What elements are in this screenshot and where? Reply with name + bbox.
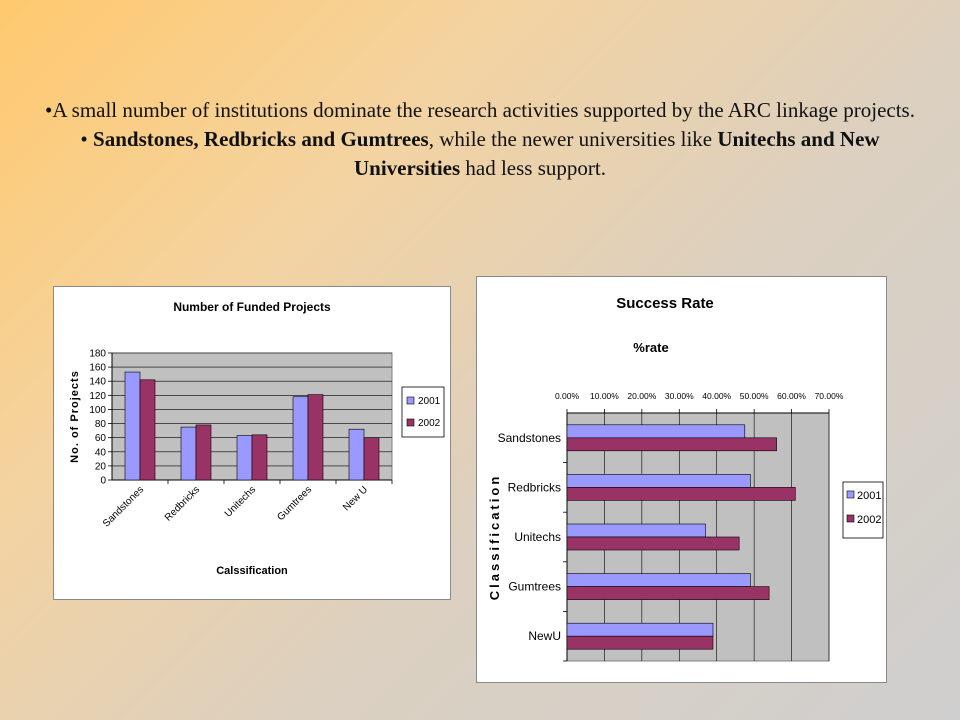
chart2-x-tick-label: 40.00% xyxy=(702,391,731,401)
chart1-bar-2002-newu xyxy=(363,437,380,481)
chart2-bar-2002-unitechs xyxy=(566,536,740,551)
chart2-legend-label-2002: 2002 xyxy=(857,514,881,526)
chart2-x-tick-label: 50.00% xyxy=(740,391,769,401)
chart2-y-tick-label: Redbricks xyxy=(508,480,561,494)
chart2-bar-2002-newu xyxy=(566,635,714,650)
chart1-bar-2001-gumtrees xyxy=(292,396,309,481)
chart2-x-tick-label: 10.00% xyxy=(590,391,619,401)
chart1-y-tick-label: 60 xyxy=(95,433,107,444)
summary-bold-1: Sandstones, Redbricks and Gumtrees xyxy=(93,127,429,151)
chart2-bar-2001-sandstones xyxy=(566,424,746,439)
chart1-y-label: No. of Projects xyxy=(69,370,81,463)
chart2-x-tick-label: 60.00% xyxy=(777,391,806,401)
chart1-y-tick-label: 20 xyxy=(95,461,107,472)
chart2-title: Success Rate xyxy=(616,295,714,312)
chart1-y-tick-label: 120 xyxy=(89,391,106,402)
chart1-title: Number of Funded Projects xyxy=(173,300,331,314)
chart2-bar-2001-newu xyxy=(566,622,714,637)
chart1-y-tick-label: 40 xyxy=(95,447,107,458)
success-rate-svg: Success Rate %rate 0.00% 10.00% 20.00% 30.00%… xyxy=(487,295,884,662)
chart1-bar-2001-unitechs xyxy=(236,435,253,481)
success-rate-chart: Success Rate %rate 0.00% 10.00% 20.00% 30.00%… xyxy=(476,276,887,683)
chart1-x-tick-label: New U xyxy=(341,484,370,513)
chart1-y-tick-label: 80 xyxy=(95,419,107,430)
summary-line-2: • Sandstones, Redbricks and Gumtrees, wh… xyxy=(40,125,920,183)
chart1-legend-box xyxy=(401,386,445,438)
chart1-bar-2002-sandstones xyxy=(139,379,156,481)
chart2-y-label: Classification xyxy=(487,474,502,601)
chart2-bar-2001-unitechs xyxy=(566,523,706,538)
chart2-subtitle: %rate xyxy=(633,340,668,355)
chart1-bar-2002-unitechs xyxy=(251,434,268,481)
funded-projects-chart: Number of Funded Projects 0 20 40 60 80 100 120… xyxy=(53,286,451,600)
chart1-bar-2002-redbricks xyxy=(195,424,212,481)
chart1-bar-2001-sandstones xyxy=(124,371,141,481)
chart2-bar-2001-gumtrees xyxy=(566,573,751,587)
chart1-bar-2001-redbricks xyxy=(180,426,197,481)
chart1-legend-swatch-2001 xyxy=(406,396,415,405)
chart2-bar-2001-redbricks xyxy=(566,474,751,488)
chart1-x-tick-label: Gumtrees xyxy=(275,484,314,523)
chart2-bar-2002-gumtrees xyxy=(566,586,770,600)
chart2-x-tick-label: 30.00% xyxy=(665,391,694,401)
summary-text: •A small number of institutions dominate… xyxy=(40,96,920,183)
chart2-y-tick-label: Gumtrees xyxy=(508,580,561,594)
chart1-x-tick-label: Redbricks xyxy=(163,484,202,523)
chart1-x-tick-label: Unitechs xyxy=(223,484,258,519)
chart2-y-tick-label: Sandstones xyxy=(498,431,561,445)
chart2-legend-swatch-2001 xyxy=(846,490,855,499)
summary-mid: , while the newer universities like xyxy=(428,127,718,151)
chart1-y-tick-label: 180 xyxy=(89,349,106,360)
chart2-y-tick-label: Unitechs xyxy=(514,530,561,544)
summary-bold-2: Unitechs and New Universities xyxy=(354,127,880,180)
chart2-x-tick-label: 20.00% xyxy=(627,391,656,401)
chart1-y-tick-label: 0 xyxy=(100,476,106,487)
funded-projects-svg: Number of Funded Projects 0 20 40 60 80 100 120… xyxy=(69,300,445,577)
chart1-y-tick-label: 160 xyxy=(89,363,106,374)
chart1-legend-label-2001: 2001 xyxy=(418,396,441,407)
chart2-x-tick-label: 0.00% xyxy=(555,391,580,401)
chart2-legend-label-2001: 2001 xyxy=(857,490,881,502)
chart2-y-tick-label: NewU xyxy=(528,629,561,643)
chart1-bar-2001-newu xyxy=(348,428,365,481)
summary-line-1: •A small number of institutions dominate… xyxy=(45,98,915,122)
chart1-legend-label-2002: 2002 xyxy=(418,418,441,429)
chart1-bar-2002-gumtrees xyxy=(307,394,324,481)
chart2-bar-2002-sandstones xyxy=(566,437,777,452)
chart2-bar-2002-redbricks xyxy=(566,487,796,501)
chart1-y-tick-label: 140 xyxy=(89,377,106,388)
summary-end: had less support. xyxy=(460,156,606,180)
chart1-x-label: Calssification xyxy=(216,565,288,577)
chart1-x-tick-label: Sandstones xyxy=(101,484,146,529)
chart1-y-tick-label: 100 xyxy=(89,405,106,416)
bullet: • xyxy=(80,127,94,151)
chart2-legend-swatch-2002 xyxy=(846,514,855,523)
chart1-legend-swatch-2002 xyxy=(406,418,415,427)
chart2-x-tick-label: 70.00% xyxy=(815,391,844,401)
